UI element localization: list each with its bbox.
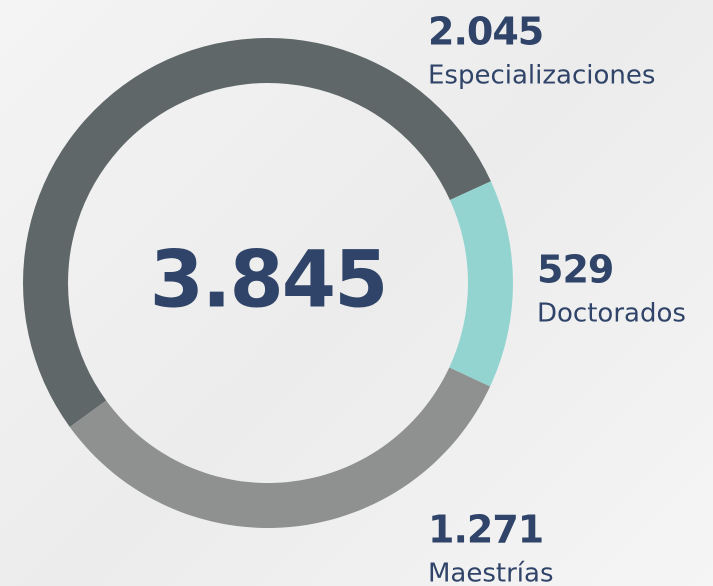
segment-label: Maestrías xyxy=(428,559,554,586)
segment-value: 529 xyxy=(537,248,613,292)
segment-value: 2.045 xyxy=(428,10,543,54)
segment-value: 1.271 xyxy=(428,508,543,552)
donut-segment xyxy=(449,181,513,386)
donut-segment xyxy=(70,368,490,528)
center-total: 3.845 xyxy=(150,235,387,325)
segment-label: Doctorados xyxy=(537,299,686,329)
chart: 2.045 Especializaciones 529 Doctorados 1.271… xyxy=(0,0,713,586)
segment-label: Especializaciones xyxy=(428,61,655,91)
donut-segment xyxy=(23,38,491,427)
